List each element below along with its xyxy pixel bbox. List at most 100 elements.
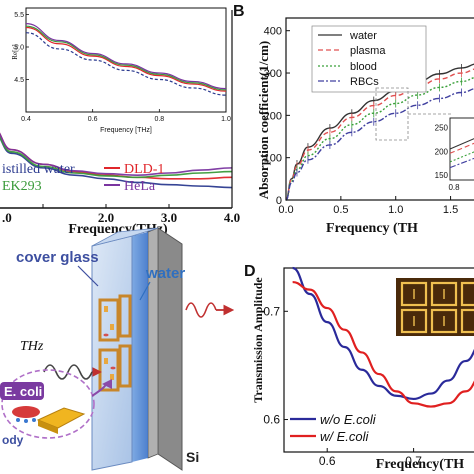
legend-hela: HeLa xyxy=(124,179,156,194)
panel-a-x-tick-label-1: .0 xyxy=(2,210,12,225)
legend-plasma: plasma xyxy=(350,45,386,57)
panel-a-line-hek293 xyxy=(0,135,233,179)
panel-d-micrograph xyxy=(396,278,474,336)
panel-b-x-tick-label-1.5: 1.5 xyxy=(443,204,458,216)
resonator-pad-2 xyxy=(110,324,114,330)
bacterium-3 xyxy=(106,382,112,386)
panel-a-inset-y-tick-label-5.0: 5.0 xyxy=(14,45,24,52)
panel-b-inset-y-tick-label-250: 250 xyxy=(435,124,449,133)
panel-d-line-w-e-coli xyxy=(292,280,474,408)
bacterium-2 xyxy=(110,366,116,370)
si-substrate-front xyxy=(147,227,159,459)
panel-b-y-tick-label-300: 300 xyxy=(264,68,282,80)
legend-with-ecoli: w/ E.coli xyxy=(320,429,370,444)
micrograph-cell-1 xyxy=(400,281,428,307)
panel-a-inset-line-hek293 xyxy=(25,25,227,91)
legend-rbcs: RBCs xyxy=(350,76,379,88)
panel-d-ticks: 0.6 0.7 0.6 0.7 xyxy=(263,304,422,468)
panel-b-x-tick-label-0.5: 0.5 xyxy=(333,204,348,216)
panel-b-inset-line-water xyxy=(449,138,474,150)
resonator-pad-1 xyxy=(104,306,108,312)
micrograph-resonators xyxy=(400,281,474,334)
panel-d-legend: w/o E.coli w/ E.coli xyxy=(290,412,377,444)
micrograph-gaps xyxy=(413,289,445,326)
panel-b-line-water xyxy=(285,63,474,201)
panel-d-series xyxy=(292,266,474,408)
panel-a-line-hela xyxy=(0,132,233,176)
panel-a-inset-x-tick-label-0.4: 0.4 xyxy=(21,116,31,123)
zoom-ellipse xyxy=(1,369,95,439)
panel-b-inset-series xyxy=(449,138,474,169)
panel-b-x-label: Frequency (TH xyxy=(326,221,418,236)
panel-a-inset-x-tick-label-0.8: 0.8 xyxy=(154,116,164,123)
panel-b-inset-y-tick-label-150: 150 xyxy=(435,171,449,180)
water-label: water xyxy=(145,265,185,282)
legend-blood: blood xyxy=(350,61,377,73)
panel-a-inset: 0.4 0.6 0.8 1.0 4.5 5.0 5.5 Re[ε] Frequency [T… xyxy=(11,7,231,134)
legend-distilled-water: istilled water xyxy=(2,162,75,177)
incoming-thz-wave xyxy=(43,364,93,380)
resonator-2 xyxy=(118,294,132,338)
panel-d-x-tick-label-0.7: 0.7 xyxy=(405,454,422,468)
antibody-dot-1 xyxy=(16,418,20,422)
legend-hek293: EK293 xyxy=(2,179,42,194)
panel-b-y-tick-label-200: 200 xyxy=(264,110,282,122)
panel-b-y-tick-label-100: 100 xyxy=(264,153,282,165)
outgoing-thz-wave xyxy=(185,302,217,318)
micrograph-cell-3 xyxy=(460,281,474,307)
panel-d-line-w-o-e-coli xyxy=(292,266,474,401)
resonator-pad-4 xyxy=(110,374,114,380)
panel-a-inset-y-label: Re[ε] xyxy=(11,44,19,59)
panel-b: B Absorption coefficient(1/cm) 0.0 0.5 1.0… xyxy=(233,3,474,236)
panel-a-inset-y-tick-label-5.5: 5.5 xyxy=(14,12,24,19)
antibody-label: ody xyxy=(2,433,24,447)
panel-a-x-ticks: .0 2.0 3.0 4.0 xyxy=(2,204,240,225)
panel-a-x-tick-label-3: 3.0 xyxy=(161,210,177,225)
ecoli-cell xyxy=(12,406,40,418)
panel-b-label: B xyxy=(233,3,245,20)
panel-b-legend: water plasma blood RBCs xyxy=(311,25,427,93)
bacterium-1 xyxy=(103,333,109,337)
zoom-arrow xyxy=(91,379,113,397)
panel-c: THz cover glass water Si E. coli ody xyxy=(0,227,235,471)
resonator-pad-3 xyxy=(104,358,108,364)
panel-a: .0 2.0 3.0 4.0 Frequency(THz) istilled wate… xyxy=(0,7,240,237)
micrograph-cell-2 xyxy=(430,281,458,307)
ecoli-label: E. coli xyxy=(4,384,42,399)
legend-dld1: DLD-1 xyxy=(124,162,164,177)
panel-a-x-tick-label-2: 2.0 xyxy=(98,210,114,225)
panel-b-x-tick-label-1.0: 1.0 xyxy=(388,204,403,216)
panel-d: D Transmission Amplitude 0.6 0.7 0.6 0.7 Fr… xyxy=(244,263,474,472)
gold-resonator-zoom-side xyxy=(38,420,58,434)
panel-b-inset-frame xyxy=(449,117,474,181)
panel-b-y-label: Absorption coefficient(1/cm) xyxy=(256,41,271,200)
panel-d-x-tick-label-0.6: 0.6 xyxy=(319,454,336,468)
cover-glass-pointer xyxy=(77,265,99,287)
thz-label: THz xyxy=(20,339,44,354)
panel-b-inset: 150 200 250 0.8 xyxy=(435,117,474,192)
panel-d-x-label: Frequency(TH xyxy=(376,457,465,472)
panel-b-plot-frame xyxy=(285,17,474,201)
panel-b-y-tick-label-400: 400 xyxy=(264,26,282,38)
water-layer xyxy=(132,232,148,462)
panel-d-plot-frame xyxy=(283,267,474,453)
panel-b-inset-y-tick-label-200: 200 xyxy=(435,147,449,156)
panel-a-inset-line-hela xyxy=(25,23,227,90)
panel-a-inset-line-dld-1 xyxy=(25,26,227,92)
micrograph-cell-4 xyxy=(400,308,428,334)
panel-b-line-plasma xyxy=(285,68,474,201)
antibody-markers xyxy=(16,418,36,423)
cover-glass-label: cover glass xyxy=(16,249,99,266)
micrograph-cell-5 xyxy=(430,308,458,334)
water-pointer xyxy=(139,281,151,301)
cover-glass xyxy=(91,235,133,471)
si-label: Si xyxy=(186,449,199,465)
panel-d-label: D xyxy=(244,263,256,280)
panel-a-x-tick-label-4: 4.0 xyxy=(224,210,240,225)
panel-a-inset-y-tick-label-4.5: 4.5 xyxy=(14,77,24,84)
panel-a-inset-frame xyxy=(25,7,227,113)
panel-d-y-tick-label-0.7: 0.7 xyxy=(263,304,280,318)
panel-a-series xyxy=(0,132,233,189)
legend-water: water xyxy=(349,30,377,42)
